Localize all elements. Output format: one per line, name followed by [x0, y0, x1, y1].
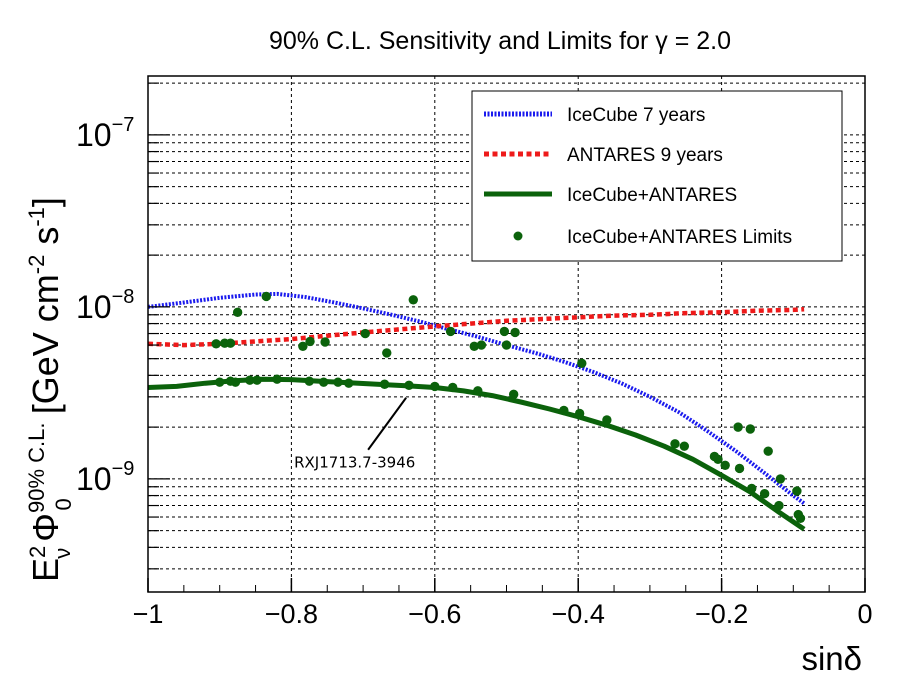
y-tick-labels: 10−910−810−7: [76, 114, 134, 497]
limit-point: [298, 341, 308, 352]
limit-point: [230, 377, 241, 387]
legend-label-icecube: IceCube 7 years: [567, 105, 705, 126]
x-tick-label: −1: [133, 599, 164, 629]
y-tick-base: 10: [76, 289, 112, 325]
limit-point: [759, 489, 770, 499]
limit-point: [733, 422, 743, 432]
y-label-units-exp2: -1: [24, 207, 49, 227]
limit-point: [775, 474, 786, 484]
limit-point: [745, 424, 755, 434]
y-axis-label: E2νΦ90% C.L.0 [GeV cm-2 s-1]: [24, 197, 76, 582]
y-label-phi-sub: 0: [51, 498, 76, 510]
y-label-units-mid: s: [25, 227, 66, 255]
y-tick-exponent: −9: [112, 458, 135, 480]
limit-point: [559, 405, 569, 416]
limit-point: [795, 513, 806, 524]
y-label-units-exp1: -2: [24, 255, 49, 275]
x-tick-label: 0: [857, 599, 872, 629]
x-axis-label: sinδ: [801, 640, 862, 677]
y-label-base-sup: 2: [25, 546, 50, 558]
series-layer: [147, 291, 806, 532]
limit-point: [225, 338, 236, 348]
limit-point: [763, 446, 773, 456]
limit-point: [473, 386, 483, 396]
limit-point: [774, 500, 784, 511]
y-label-units: [GeV cm: [25, 274, 66, 414]
limit-point: [261, 291, 272, 302]
y-tick-label: 10−8: [76, 286, 134, 325]
chart-title: 90% C.L. Sensitivity and Limits for γ = …: [269, 27, 731, 55]
limit-point: [670, 439, 680, 449]
limit-point: [499, 326, 510, 337]
limit-point: [679, 441, 690, 451]
limit-point: [792, 486, 802, 496]
x-tick-labels: −1 −0.8 −0.6 −0.4 −0.2 0: [133, 599, 873, 629]
legend-swatch-limits: [513, 231, 523, 241]
limit-point: [304, 376, 315, 386]
limit-point: [318, 377, 329, 387]
x-tick-label: −0.6: [408, 599, 461, 629]
limit-point: [508, 389, 519, 400]
tick-marks: [147, 82, 866, 592]
annotation-label: RXJ1713.7-3946: [294, 454, 415, 472]
legend-label-antares: ANTARES 9 years: [567, 145, 723, 166]
limit-point: [448, 382, 458, 393]
series-line-2: [147, 376, 806, 532]
limit-point: [252, 375, 262, 385]
limit-point: [445, 326, 456, 337]
limit-point: [305, 336, 315, 347]
limit-point: [245, 375, 255, 385]
x-tick-label: −0.4: [552, 599, 605, 629]
limit-point: [320, 337, 330, 347]
limit-point: [360, 328, 370, 339]
limit-point: [215, 377, 225, 387]
y-tick-exponent: −7: [112, 114, 135, 136]
y-tick-label: 10−9: [76, 458, 134, 497]
limit-point: [510, 327, 520, 338]
limit-point: [574, 408, 585, 419]
limit-point: [404, 380, 414, 391]
annotation-pointer-line: [367, 397, 407, 451]
x-tick-label: −0.2: [695, 599, 748, 629]
y-tick-exponent: −8: [112, 286, 135, 308]
limit-point: [713, 454, 723, 464]
limit-point: [577, 358, 587, 368]
limit-point: [382, 348, 392, 358]
limit-point: [333, 377, 343, 387]
y-tick-base: 10: [76, 117, 112, 153]
legend-box: [471, 90, 843, 262]
legend-label-limits: IceCube+ANTARES Limits: [567, 227, 792, 248]
limit-point: [232, 307, 243, 318]
limit-point: [430, 381, 440, 392]
limit-point: [344, 378, 354, 388]
legend-label-combined: IceCube+ANTARES: [567, 185, 737, 206]
y-label-phi-sup: 90% C.L.: [24, 423, 49, 514]
series-line-0: [147, 291, 806, 506]
x-tick-label: −0.8: [265, 599, 318, 629]
limit-point: [734, 463, 745, 474]
limit-point: [272, 374, 282, 384]
y-label-base-sub: ν: [50, 548, 75, 559]
y-tick-base: 10: [76, 461, 112, 497]
series-line-1: [147, 306, 805, 348]
legend: IceCube 7 years ANTARES 9 years IceCube+…: [471, 90, 843, 262]
limit-point: [469, 341, 479, 352]
y-label-units-end: ]: [25, 197, 66, 207]
limit-point: [408, 295, 418, 305]
limit-point: [720, 460, 730, 470]
limit-point: [476, 340, 487, 350]
y-label-phi: Φ: [25, 513, 66, 542]
limit-point: [602, 415, 612, 425]
limit-point: [747, 483, 757, 494]
y-label-base: E: [25, 558, 66, 582]
annotation: RXJ1713.7-3946: [294, 397, 415, 472]
limit-point: [211, 339, 221, 349]
limit-point: [501, 340, 512, 350]
y-tick-label: 10−7: [76, 114, 134, 153]
limit-point: [379, 379, 390, 389]
